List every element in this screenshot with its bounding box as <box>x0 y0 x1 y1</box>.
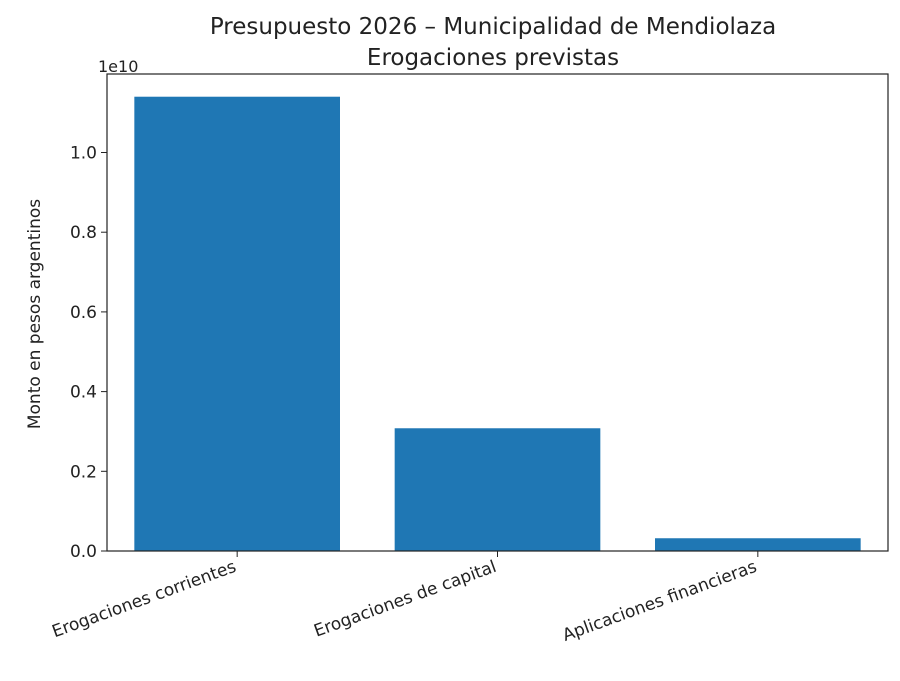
chart-title: Presupuesto 2026 – Municipalidad de Mend… <box>210 14 776 40</box>
chart-subtitle: Erogaciones previstas <box>367 45 619 71</box>
y-axis-label: Monto en pesos argentinos <box>25 199 45 429</box>
x-tick-label: Erogaciones corrientes <box>49 557 239 642</box>
x-tick-label: Erogaciones de capital <box>311 557 499 642</box>
y-tick-label: 0.6 <box>70 303 97 323</box>
y-tick-label: 0.0 <box>70 542 97 562</box>
bar <box>394 428 601 551</box>
plot-frame <box>106 73 889 552</box>
bar <box>134 96 340 551</box>
y-tick-label: 0.8 <box>70 223 97 243</box>
y-tick-label: 1.0 <box>70 144 97 164</box>
y-offset-label: 1e10 <box>98 57 138 76</box>
bar <box>655 538 861 551</box>
y-tick-label: 0.4 <box>70 383 97 403</box>
x-tick-label: Aplicaciones financieras <box>560 557 760 646</box>
y-tick-label: 0.2 <box>70 462 97 482</box>
